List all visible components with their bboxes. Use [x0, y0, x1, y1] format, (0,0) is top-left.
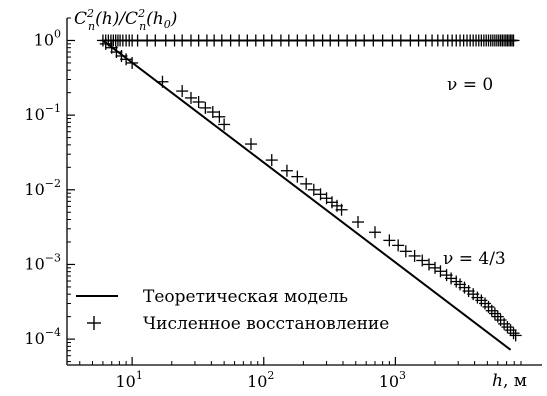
- data-point-plus: [245, 138, 258, 151]
- data-point-plus: [120, 53, 133, 66]
- y-axis-title: C2 n(h)/C2 n(h0): [74, 7, 177, 33]
- y-tick-label: 10−2: [24, 177, 61, 199]
- annotation-nu-0: ν = 0: [447, 75, 493, 95]
- axis-ticks: 100 10−1 10−2 10−3 10−4 101 102 103: [24, 17, 522, 391]
- data-point-plus: [291, 170, 304, 183]
- data-point-plus: [156, 75, 169, 88]
- y-tick-label: 10−4: [24, 326, 61, 348]
- data-point-plus: [507, 327, 520, 340]
- y-tick-label: 100: [34, 27, 61, 49]
- data-point-plus: [383, 234, 396, 247]
- legend-plus-swatch: [87, 316, 101, 330]
- data-point-plus: [399, 245, 412, 258]
- data-point-plus: [192, 95, 205, 108]
- data-point-plus: [392, 239, 405, 252]
- legend: Теоретическая модель Численное восстанов…: [76, 287, 389, 334]
- data-point-plus: [445, 272, 458, 285]
- data-point-plus: [408, 249, 421, 262]
- data-point-plus: [307, 183, 320, 196]
- y-tick-label: 10−1: [24, 102, 61, 124]
- data-point-plus: [501, 321, 514, 334]
- data-point-plus: [335, 203, 348, 216]
- data-point-plus: [498, 317, 511, 330]
- annotation-nu-4-3: ν = 4/3: [443, 249, 506, 269]
- data-point-plus: [422, 258, 435, 271]
- data-point-plus: [184, 91, 197, 104]
- data-point-plus: [368, 226, 381, 239]
- legend-label-reconstruction: Численное восстановление: [143, 314, 389, 334]
- data-point-plus: [434, 265, 447, 278]
- data-point-plus: [314, 188, 327, 201]
- data-point-plus: [199, 101, 212, 114]
- data-point-plus: [429, 261, 442, 274]
- data-point-plus: [507, 34, 520, 47]
- series-line-1: [102, 39, 512, 351]
- data-point-plus: [416, 254, 429, 267]
- x-tick-label: 102: [247, 369, 274, 391]
- data-point-plus: [300, 177, 313, 190]
- data-point-plus: [280, 164, 293, 177]
- data-point-plus: [149, 34, 162, 47]
- legend-label-model: Теоретическая модель: [143, 287, 348, 307]
- data-point-plus: [488, 307, 501, 320]
- data-point-plus: [504, 324, 517, 337]
- data-point-plus: [265, 154, 278, 167]
- data-point-plus: [126, 56, 139, 69]
- x-axis-title: h, м: [492, 371, 527, 391]
- y-tick-label: 10−3: [24, 251, 61, 273]
- data-point-plus: [491, 310, 504, 323]
- x-tick-label: 103: [379, 369, 406, 391]
- data-point-plus: [206, 106, 219, 119]
- data-point-plus: [351, 216, 364, 229]
- data-point-plus: [218, 118, 231, 131]
- data-point-plus: [509, 329, 522, 342]
- data-point-plus: [176, 85, 189, 98]
- data-point-plus: [213, 110, 226, 123]
- data-point-plus: [99, 37, 112, 50]
- data-point-plus: [485, 304, 498, 317]
- plot-markers: [96, 34, 522, 342]
- x-tick-label: 101: [115, 369, 142, 391]
